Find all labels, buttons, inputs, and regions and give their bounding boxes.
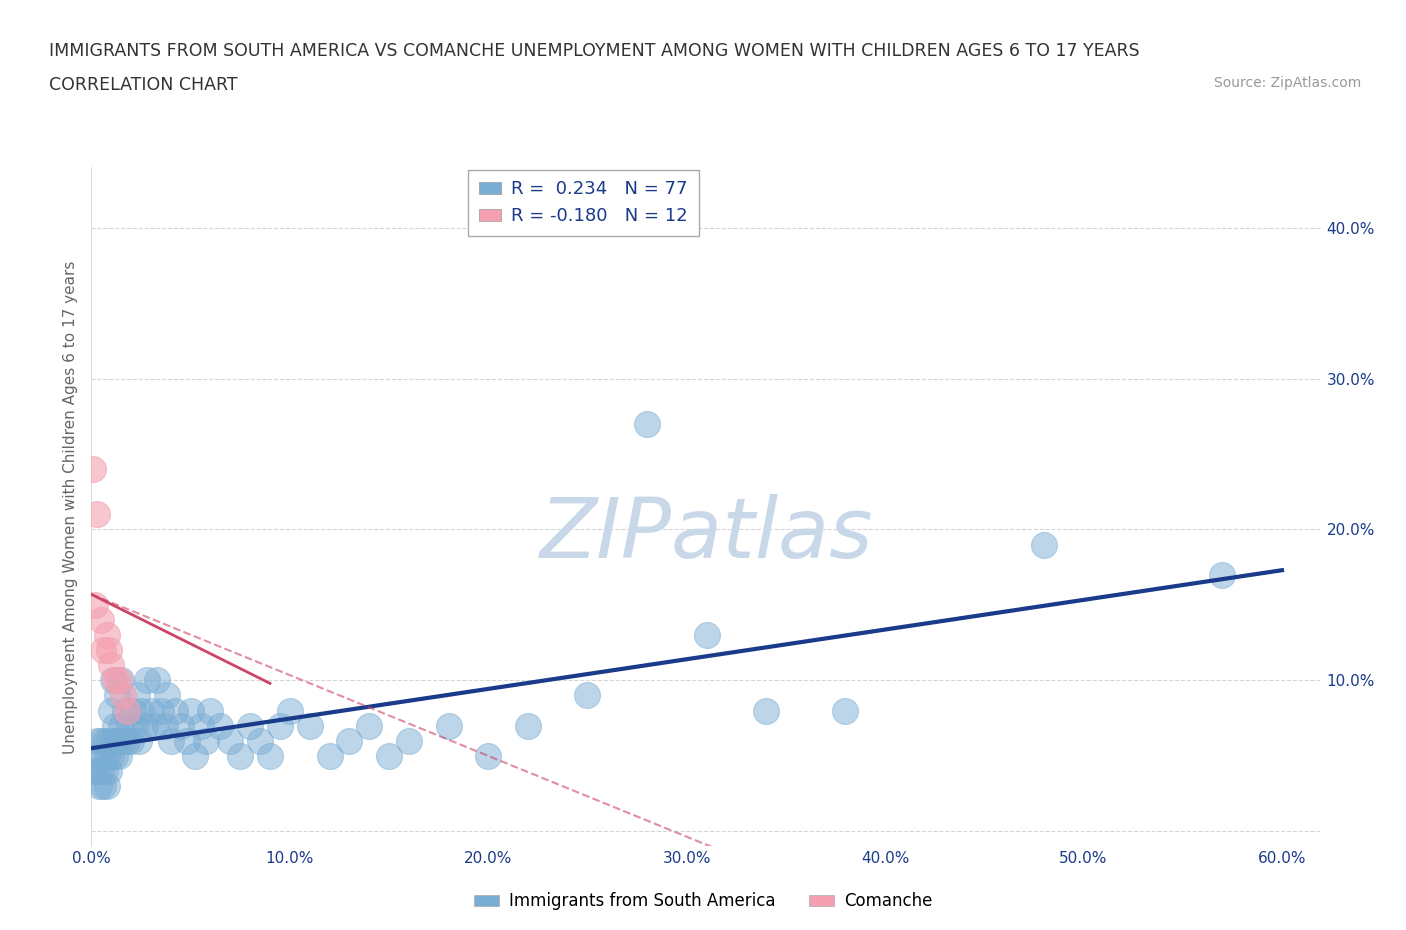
Point — [190, 718, 212, 733]
Point — [110, 673, 132, 688]
Point — [437, 718, 460, 733]
Point — [139, 703, 162, 718]
Point — [318, 749, 340, 764]
Point — [100, 749, 122, 764]
Point — [108, 749, 131, 764]
Point — [94, 764, 117, 778]
Point — [103, 733, 125, 748]
Point — [128, 733, 150, 748]
Point — [84, 597, 107, 612]
Point — [104, 749, 127, 764]
Legend: R =  0.234   N = 77, R = -0.180   N = 12: R = 0.234 N = 77, R = -0.180 N = 12 — [468, 169, 699, 236]
Point — [98, 764, 121, 778]
Point — [359, 718, 381, 733]
Point — [229, 749, 252, 764]
Point — [695, 628, 717, 643]
Point — [170, 718, 193, 733]
Point — [110, 718, 132, 733]
Point — [259, 749, 281, 764]
Text: Source: ZipAtlas.com: Source: ZipAtlas.com — [1213, 76, 1361, 90]
Point — [834, 703, 856, 718]
Text: CORRELATION CHART: CORRELATION CHART — [49, 76, 238, 94]
Point — [104, 673, 127, 688]
Point — [114, 703, 136, 718]
Point — [209, 718, 232, 733]
Point — [278, 703, 301, 718]
Point — [89, 778, 111, 793]
Point — [183, 749, 205, 764]
Text: IMMIGRANTS FROM SOUTH AMERICA VS COMANCHE UNEMPLOYMENT AMONG WOMEN WITH CHILDREN: IMMIGRANTS FROM SOUTH AMERICA VS COMANCH… — [49, 42, 1140, 60]
Point — [82, 461, 104, 476]
Point — [91, 643, 114, 658]
Point — [149, 703, 172, 718]
Point — [239, 718, 262, 733]
Y-axis label: Unemployment Among Women with Children Ages 6 to 17 years: Unemployment Among Women with Children A… — [63, 260, 79, 753]
Point — [378, 749, 401, 764]
Legend: Immigrants from South America, Comanche: Immigrants from South America, Comanche — [467, 885, 939, 917]
Point — [112, 733, 135, 748]
Point — [219, 733, 242, 748]
Point — [146, 673, 169, 688]
Point — [153, 718, 176, 733]
Point — [118, 718, 141, 733]
Point — [86, 507, 108, 522]
Point — [269, 718, 291, 733]
Point — [105, 733, 128, 748]
Point — [98, 643, 121, 658]
Point — [100, 658, 122, 672]
Point — [576, 688, 599, 703]
Point — [755, 703, 778, 718]
Point — [159, 733, 181, 748]
Text: ZIPatlas: ZIPatlas — [540, 494, 873, 575]
Point — [86, 733, 108, 748]
Point — [195, 733, 218, 748]
Point — [180, 703, 202, 718]
Point — [163, 703, 186, 718]
Point — [1211, 567, 1233, 582]
Point — [90, 733, 112, 748]
Point — [156, 688, 179, 703]
Point — [1032, 538, 1054, 552]
Point — [124, 718, 146, 733]
Point — [84, 749, 107, 764]
Point — [249, 733, 271, 748]
Point — [200, 703, 222, 718]
Point — [98, 733, 121, 748]
Point — [115, 703, 138, 718]
Point — [122, 703, 145, 718]
Point — [337, 733, 360, 748]
Point — [176, 733, 198, 748]
Point — [82, 764, 104, 778]
Point — [136, 673, 159, 688]
Point — [125, 688, 148, 703]
Point — [477, 749, 499, 764]
Point — [129, 703, 152, 718]
Point — [90, 764, 112, 778]
Point — [86, 764, 108, 778]
Point — [120, 733, 142, 748]
Point — [104, 718, 127, 733]
Point — [112, 688, 135, 703]
Point — [96, 628, 118, 643]
Point — [91, 749, 114, 764]
Point — [94, 733, 117, 748]
Point — [96, 749, 118, 764]
Point — [90, 613, 112, 628]
Point — [103, 673, 125, 688]
Point — [298, 718, 321, 733]
Point — [143, 718, 166, 733]
Point — [134, 718, 156, 733]
Point — [115, 733, 138, 748]
Point — [398, 733, 420, 748]
Point — [91, 778, 114, 793]
Point — [96, 778, 118, 793]
Point — [100, 703, 122, 718]
Point — [516, 718, 538, 733]
Point — [108, 673, 131, 688]
Point — [636, 417, 658, 432]
Point — [105, 688, 128, 703]
